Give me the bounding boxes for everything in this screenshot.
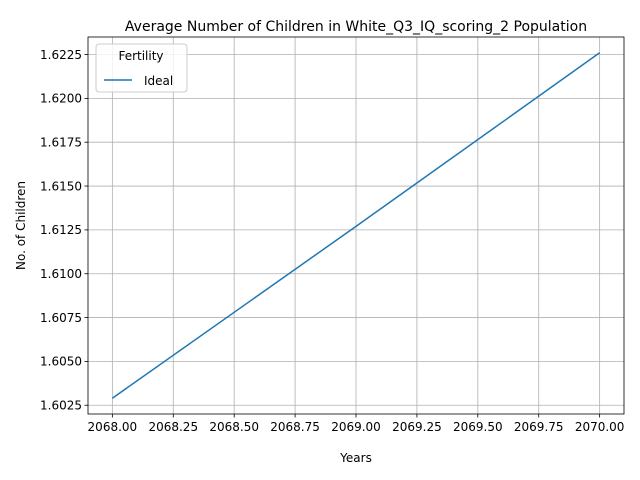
- x-tick-label: 2070.00: [575, 420, 625, 434]
- y-axis-label: No. of Children: [14, 181, 28, 270]
- grid-lines: [88, 37, 624, 414]
- y-tick-label: 1.6225: [40, 48, 82, 62]
- y-tick-label: 1.6025: [40, 399, 82, 413]
- y-tick-label: 1.6075: [40, 311, 82, 325]
- y-axis-ticks: 1.6025 1.6050 1.6075 1.6100 1.6125 1.6150 1.61…: [40, 48, 88, 413]
- y-tick-label: 1.6150: [40, 179, 82, 193]
- x-tick-label: 2069.75: [514, 420, 564, 434]
- legend: Fertility Ideal: [95, 43, 188, 93]
- legend-label-ideal: Ideal: [144, 74, 173, 88]
- legend-title: Fertility: [118, 49, 163, 63]
- x-tick-label: 2069.00: [331, 420, 381, 434]
- y-tick-label: 1.6125: [40, 223, 82, 237]
- y-tick-label: 1.6175: [40, 136, 82, 150]
- chart-title: Average Number of Children in White_Q3_I…: [125, 19, 587, 35]
- series-layer: [111, 52, 601, 399]
- x-tick-label: 2068.25: [148, 420, 198, 434]
- x-axis-label: Years: [339, 451, 372, 465]
- x-tick-label: 2069.25: [392, 420, 442, 434]
- y-tick-label: 1.6050: [40, 355, 82, 369]
- y-tick-label: 1.6100: [40, 267, 82, 281]
- x-tick-label: 2069.50: [453, 420, 503, 434]
- y-tick-label: 1.6200: [40, 92, 82, 106]
- x-tick-label: 2068.50: [209, 420, 259, 434]
- x-tick-label: 2068.75: [270, 420, 320, 434]
- x-axis-ticks: 2068.00 2068.25 2068.50 2068.75 2069.00 2069.…: [88, 414, 625, 434]
- x-tick-label: 2068.00: [88, 420, 138, 434]
- series-line-ideal: [111, 52, 601, 399]
